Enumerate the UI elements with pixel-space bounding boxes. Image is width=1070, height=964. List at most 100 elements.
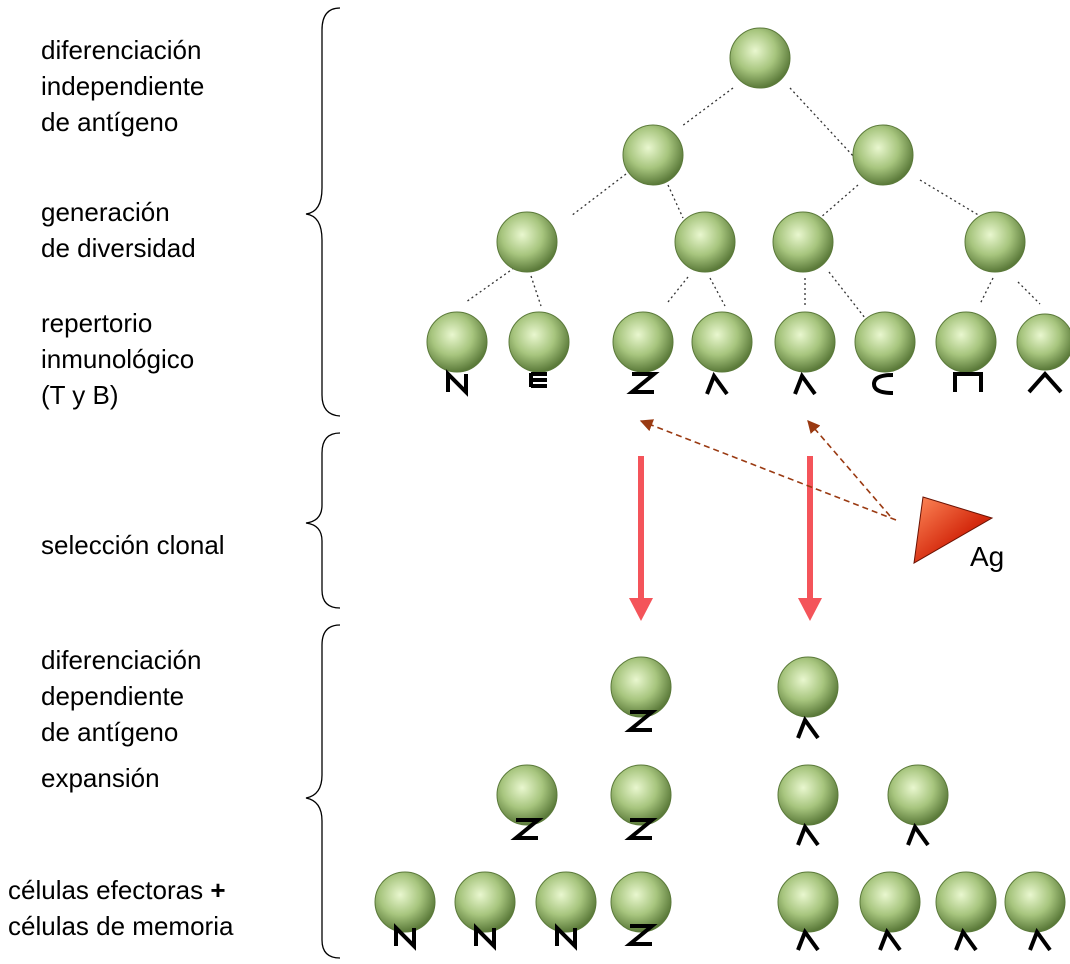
receptor-N-icon — [394, 923, 416, 951]
receptor-N-icon — [555, 923, 577, 951]
receptor-lambda-icon — [796, 927, 820, 952]
lineage-tree-lines — [465, 87, 1041, 319]
antigen-icon — [913, 496, 994, 564]
tree-line — [828, 271, 866, 319]
lymphocyte-cell — [535, 871, 597, 933]
receptor-lambda-icon — [954, 927, 978, 952]
lymphocyte-cell — [854, 311, 916, 373]
lymphocyte-cell — [454, 871, 516, 933]
lymphocyte-cell — [496, 764, 558, 826]
label-line: selección clonal — [41, 530, 225, 560]
lymphocyte-cell — [610, 871, 672, 933]
antigen-label: Ag — [970, 541, 1004, 572]
receptor-wedge-icon — [1027, 370, 1063, 394]
label-line: diferenciación — [41, 35, 202, 65]
tree-line — [789, 87, 856, 159]
label-effectors: células efectoras + células de memoria — [8, 872, 233, 944]
lymphocyte-cell — [1004, 871, 1066, 933]
tree-line — [979, 277, 994, 305]
lymphocyte-cell — [622, 124, 684, 186]
tree-line — [570, 173, 627, 217]
lymphocyte-cell — [374, 871, 436, 933]
lymphocyte-cell — [691, 311, 753, 373]
receptor-Z-icon — [510, 818, 544, 840]
lymphocyte-cell — [496, 211, 558, 273]
lymphocyte-cell — [674, 211, 736, 273]
label-line: inmunológico — [41, 344, 195, 374]
receptor-Z-icon — [626, 372, 660, 394]
label-line: de antígeno — [41, 107, 179, 137]
lymphocyte-cell — [935, 871, 997, 933]
label-independent: diferenciación independiente de antígeno — [41, 32, 204, 140]
selection-arrow-head — [629, 598, 653, 621]
lymphocyte-cell — [935, 311, 997, 373]
label-line: diferenciación — [41, 645, 202, 675]
label-selection: selección clonal — [41, 527, 225, 563]
receptor-C-icon — [871, 373, 894, 395]
label-repertoire: repertorio inmunológico (T y B) — [41, 305, 194, 413]
antigen-arrow — [639, 419, 897, 521]
lymphocyte-cell — [852, 124, 914, 186]
receptor-lambda-icon — [906, 822, 930, 847]
receptor-N-icon — [474, 923, 496, 951]
receptor-lambda-icon — [796, 715, 820, 740]
lymphocyte-cell — [777, 656, 839, 718]
tree-line — [819, 184, 859, 219]
selection-arrow-shaft — [807, 456, 813, 600]
lymphocyte-cell — [859, 871, 921, 933]
lymphocyte-cell — [774, 311, 836, 373]
label-line: expansión — [41, 763, 160, 793]
lymphocyte-cell — [1016, 313, 1070, 371]
tree-line — [667, 184, 684, 219]
receptor-lambda-icon — [878, 927, 902, 952]
lymphocyte-cell — [610, 764, 672, 826]
tree-line — [667, 276, 689, 303]
receptor-E-icon — [529, 372, 547, 388]
selection-arrow-head — [798, 598, 822, 621]
label-line: (T y B) — [41, 380, 119, 410]
selection-arrow-shaft — [638, 456, 644, 600]
tree-line — [465, 267, 515, 303]
label-line: de diversidad — [41, 233, 196, 263]
cells-layer — [374, 27, 1070, 933]
lymphocyte-cell — [777, 764, 839, 826]
label-expansion: expansión — [41, 760, 160, 796]
label-line: dependiente — [41, 681, 185, 711]
plus-sign: + — [210, 875, 226, 905]
label-diversity: generación de diversidad — [41, 194, 196, 266]
label-line: células efectoras + — [8, 872, 233, 908]
label-line: repertorio — [41, 308, 153, 338]
lymphocyte-cell — [887, 764, 949, 826]
tree-line — [709, 277, 726, 307]
tree-line — [530, 275, 542, 307]
lymphocyte-cell — [508, 311, 570, 373]
lymphocyte-cell — [610, 656, 672, 718]
lymphocyte-cell — [612, 311, 674, 373]
selection-arrows — [629, 456, 822, 621]
receptor-lambda-icon — [1028, 927, 1052, 952]
receptor-N-icon — [446, 369, 468, 397]
lymphocyte-cell — [777, 871, 839, 933]
receptor-lambda-icon — [796, 822, 820, 847]
receptor-pi-icon — [953, 372, 983, 392]
tree-line — [681, 87, 734, 127]
label-line: células de memoria — [8, 911, 234, 941]
lymphocyte-cell — [772, 211, 834, 273]
lymphocyte-cell — [729, 27, 791, 89]
label-effectors-text: células efectoras — [8, 875, 204, 905]
receptor-Z-icon — [624, 924, 658, 946]
antigen-arrows — [639, 419, 897, 521]
antigen-arrow — [807, 420, 891, 517]
receptor-Z-icon — [624, 818, 658, 840]
receptor-lambda-icon — [705, 371, 729, 396]
brace-bottom — [305, 624, 341, 959]
label-dependent: diferenciación dependiente de antígeno — [41, 642, 201, 750]
receptors-layer — [394, 369, 1063, 952]
receptor-Z-icon — [624, 710, 658, 732]
lymphocyte-cell — [426, 311, 488, 373]
tree-line — [1017, 281, 1041, 305]
brace-middle — [305, 432, 341, 609]
tree-line — [919, 179, 981, 217]
label-line: generación — [41, 197, 170, 227]
